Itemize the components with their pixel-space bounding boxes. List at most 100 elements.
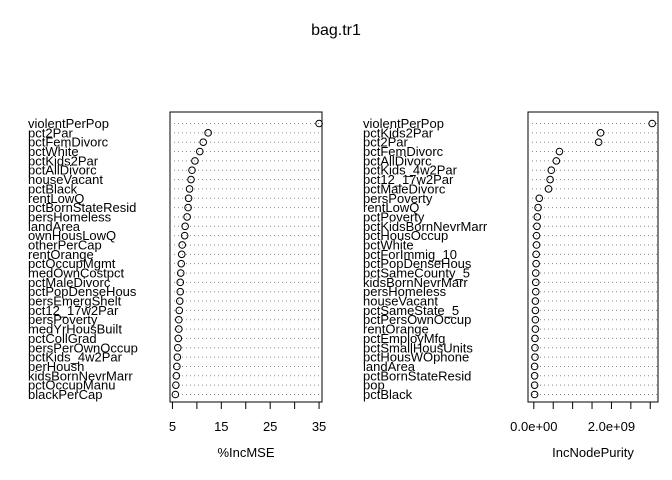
importance-point	[533, 213, 542, 221]
variable-label: pctBlack	[363, 387, 413, 402]
x-axis-label: IncNodePurity	[552, 445, 634, 460]
variable-label: violentPerPop	[363, 116, 444, 131]
variable-label: pctFemDivorc	[363, 144, 444, 159]
importance-point	[531, 343, 539, 352]
importance-point	[178, 241, 187, 249]
x-tick-label: 5	[169, 419, 176, 434]
variable-label: pctEmployMfg	[363, 331, 445, 346]
variable-label: pctOccupManu	[28, 378, 115, 393]
variable-label: pctFemDivorc	[28, 135, 109, 150]
importance-point	[530, 390, 539, 399]
importance-point	[174, 315, 183, 324]
importance-point	[183, 213, 191, 221]
variable-label: persHomeless	[28, 209, 112, 224]
variable-label: pctCollGrad	[28, 331, 97, 346]
importance-point	[180, 231, 189, 240]
importance-point	[172, 372, 181, 380]
importance-point	[530, 381, 539, 389]
importance-point	[199, 138, 208, 146]
variable-label: otherPerCap	[28, 237, 102, 252]
importance-point	[185, 185, 194, 193]
variable-label: landArea	[28, 219, 81, 234]
variable-label: perHoush	[28, 359, 84, 374]
plot-frame	[169, 111, 323, 403]
importance-point	[544, 185, 553, 193]
importance-point	[191, 157, 199, 165]
variable-label: ownHousLowQ	[28, 228, 116, 243]
importance-point	[177, 259, 186, 268]
variable-label: pctKids_4w2Par	[28, 350, 123, 365]
variable-label: rentLowQ	[363, 200, 419, 215]
variable-label: pct12_17w2Par	[28, 303, 119, 318]
importance-point	[174, 334, 183, 343]
variable-label: persEmergShelt	[28, 294, 122, 309]
importance-point	[176, 278, 185, 287]
variable-label: pctBornStateResid	[363, 368, 471, 383]
importance-point	[530, 362, 539, 371]
x-axis-label: %IncMSE	[217, 445, 274, 460]
variable-label: pctPersOwnOccup	[363, 312, 471, 327]
variable-label: rentOrange	[28, 247, 94, 262]
variable-label: pctKids_4w2Par	[363, 163, 458, 178]
importance-point	[173, 362, 181, 371]
chart-title: bag.tr1	[311, 22, 361, 39]
importance-point	[531, 315, 540, 324]
importance-point	[532, 231, 541, 240]
variable-label: houseVacant	[28, 172, 103, 187]
importance-point	[531, 287, 540, 296]
importance-point	[531, 278, 540, 287]
importance-point	[196, 147, 204, 156]
importance-point	[173, 353, 182, 361]
panel-incmse: violentPerPoppct2ParpctFemDivorcpctWhite…	[28, 111, 326, 460]
variable-label: persPoverty	[28, 312, 98, 327]
variable-label: pctPopDenseHous	[363, 256, 472, 271]
variable-label: medYrHousBuilt	[28, 322, 122, 337]
importance-point	[535, 194, 544, 203]
variable-label: pctKidsBornNevrMarr	[363, 219, 488, 234]
importance-point	[184, 203, 192, 212]
importance-point	[176, 269, 185, 277]
variable-label: pct2Par	[363, 135, 408, 150]
variable-label: pctSameCounty_5	[363, 266, 470, 281]
panel-incnodepurity: violentPerPoppctKids2Parpct2ParpctFemDiv…	[363, 111, 659, 460]
importance-point	[531, 297, 540, 305]
importance-point	[534, 203, 542, 212]
importance-point	[594, 138, 603, 146]
variable-label: medOwnCostpct	[28, 266, 124, 281]
importance-point	[172, 381, 180, 389]
importance-point	[174, 325, 183, 333]
variable-label: pctHousOccup	[363, 228, 448, 243]
importance-point	[184, 194, 193, 203]
variable-label: persPerOwnOccup	[28, 340, 138, 355]
variable-label: pop	[363, 378, 385, 393]
variable-label: pctWhite	[363, 237, 414, 252]
importance-point	[596, 129, 605, 137]
importance-point	[171, 390, 180, 399]
importance-point	[531, 306, 540, 315]
variable-label: kidsBornNevrMarr	[363, 275, 468, 290]
variable-label: houseVacant	[363, 294, 438, 309]
variable-label: pctBornStateResid	[28, 200, 136, 215]
importance-point	[533, 222, 541, 231]
variable-label: persHomeless	[363, 284, 447, 299]
importance-point	[532, 259, 540, 268]
variable-label: violentPerPop	[28, 116, 109, 131]
variable-label: pctWhite	[28, 144, 79, 159]
importance-point	[532, 241, 541, 249]
variable-label: pctPopDenseHous	[28, 284, 137, 299]
importance-point	[531, 334, 539, 343]
variable-label: landArea	[363, 359, 416, 374]
variable-label: pct2Par	[28, 125, 73, 140]
variable-label: pctAllDivorc	[28, 163, 97, 178]
importance-point	[555, 147, 564, 156]
importance-point	[532, 250, 540, 259]
importance-point	[315, 119, 323, 128]
variable-label: blackPerCap	[28, 387, 102, 402]
variable-label: pctMaleDivorc	[363, 181, 446, 196]
importance-point	[175, 297, 184, 305]
importance-point	[175, 306, 184, 315]
variable-label: persPoverty	[363, 191, 433, 206]
variable-label: kidsBornNevrMarr	[28, 368, 133, 383]
importance-point	[530, 372, 539, 380]
variable-label: pctSmallHousUnits	[363, 340, 473, 355]
